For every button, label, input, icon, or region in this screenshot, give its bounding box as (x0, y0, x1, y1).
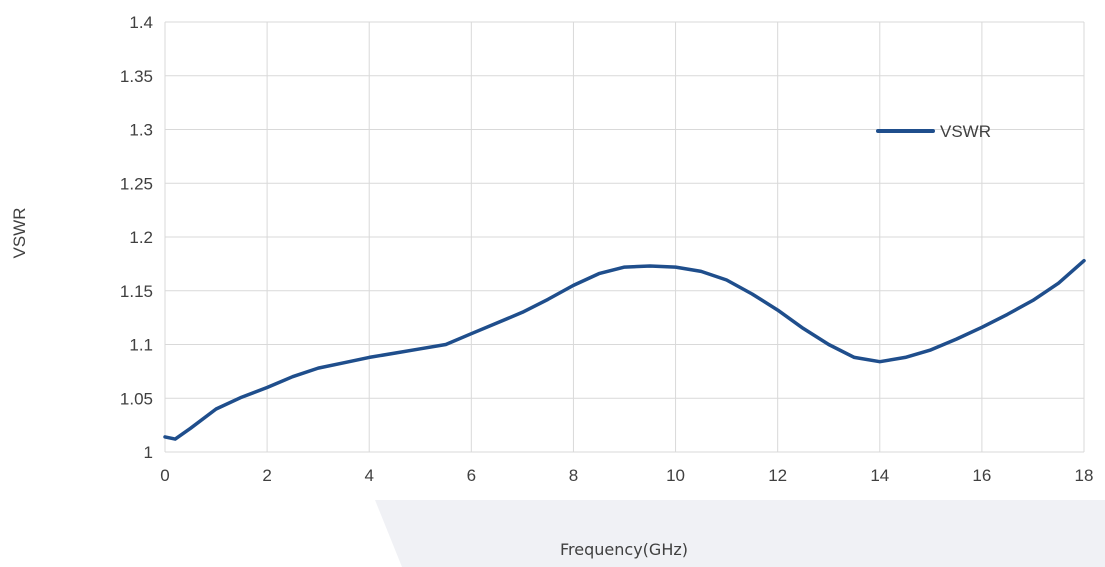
y-tick-label: 1.25 (120, 174, 153, 193)
x-tick-label: 0 (160, 466, 169, 485)
x-tick-label: 8 (569, 466, 578, 485)
x-tick-label: 6 (467, 466, 476, 485)
y-tick-label: 1 (144, 443, 153, 462)
x-tick-label: 12 (768, 466, 787, 485)
y-tick-label: 1.4 (129, 13, 153, 32)
y-tick-label: 1.1 (129, 336, 153, 355)
x-tick-label: 4 (364, 466, 373, 485)
legend-label: VSWR (940, 122, 991, 141)
x-tick-label: 10 (666, 466, 685, 485)
y-tick-label: 1.3 (129, 121, 153, 140)
x-tick-label: 16 (972, 466, 991, 485)
series-line-0 (163, 258, 1086, 441)
x-tick-label: 2 (262, 466, 271, 485)
y-tick-label: 1.35 (120, 67, 153, 86)
x-tick-label: 18 (1075, 466, 1094, 485)
series-lines (163, 258, 1086, 441)
y-tick-label: 1.2 (129, 228, 153, 247)
x-axis-title: Frequency(GHz) (560, 540, 688, 559)
x-tick-labels: 0 2 4 6 8 10 12 14 16 18 (160, 466, 1093, 485)
x-tick-label: 14 (870, 466, 889, 485)
grid-lines (164, 21, 1085, 453)
footer-shade (375, 500, 1105, 567)
y-tick-label: 1.15 (120, 282, 153, 301)
y-tick-label: 1.05 (120, 389, 153, 408)
legend: VSWR (876, 122, 991, 141)
y-axis-title: VSWR (10, 208, 29, 259)
y-tick-labels: 1 1.05 1.1 1.15 1.2 1.25 1.3 1.35 1.4 (120, 13, 153, 462)
